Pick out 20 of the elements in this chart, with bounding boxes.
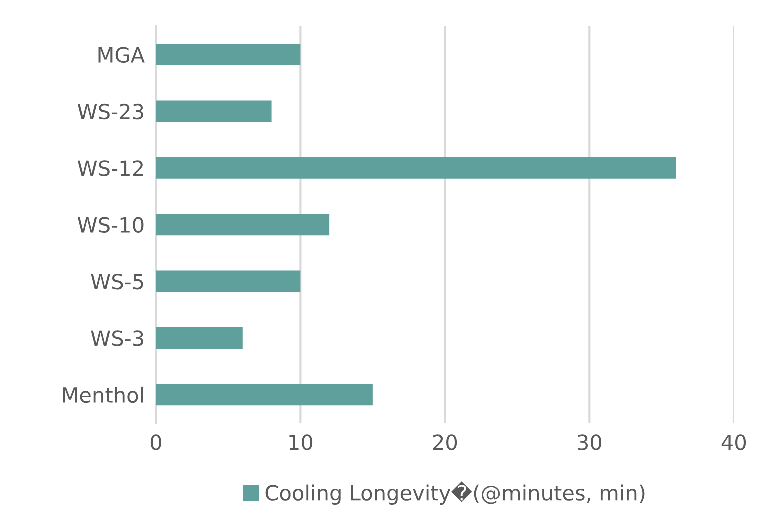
y-tick-label: MGA (98, 47, 145, 63)
legend-label: Cooling Longevity�(@minutes, min) (266, 482, 645, 505)
bar (156, 100, 272, 122)
y-tick-label: WS-10 (78, 217, 144, 234)
y-tick-label: Menthol (63, 386, 144, 404)
bar (156, 157, 676, 179)
x-tick-label: 40 (722, 434, 746, 450)
y-tick-label: WS-12 (78, 160, 143, 176)
x-tick-label: 30 (578, 434, 602, 450)
bar (156, 214, 330, 236)
x-tick-label: 0 (150, 434, 162, 450)
bar (156, 327, 243, 349)
y-tick-label: WS-5 (91, 274, 144, 290)
x-tick-label: 10 (290, 434, 313, 450)
bar (156, 270, 301, 292)
bar (156, 384, 373, 406)
bar (156, 44, 301, 66)
y-tick-label: WS-3 (91, 330, 144, 346)
x-tick-label: 20 (433, 434, 458, 450)
y-tick-label: WS-23 (78, 104, 144, 120)
